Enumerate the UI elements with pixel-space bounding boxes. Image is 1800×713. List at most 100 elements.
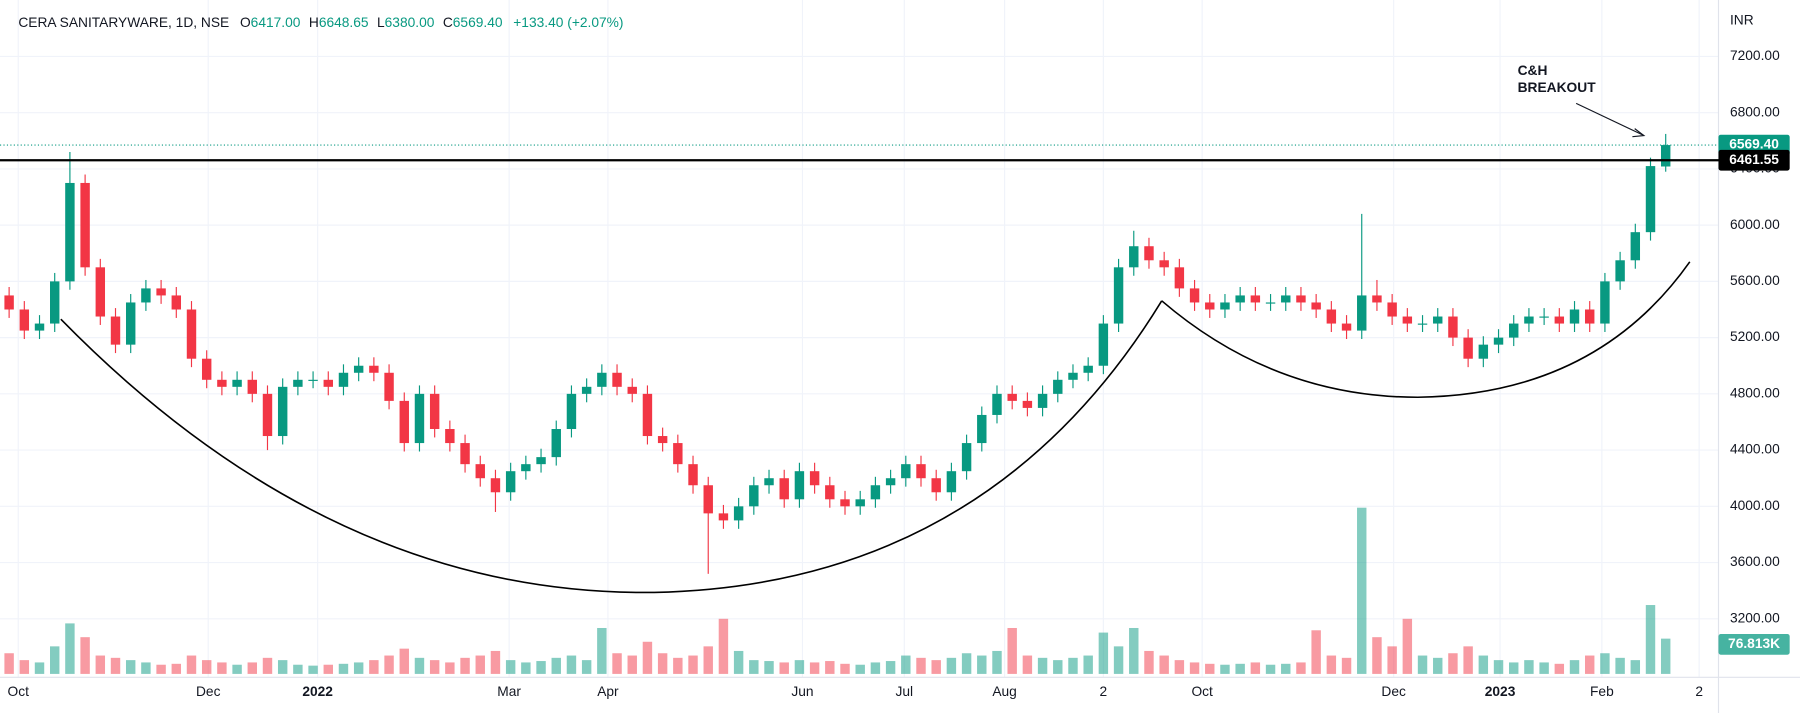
volume-bar <box>232 664 242 674</box>
candle-body <box>961 443 972 472</box>
volume-bar <box>490 650 501 674</box>
x-tick-label: Oct <box>8 684 30 699</box>
annotation-text: BREAKOUT <box>1518 80 1597 95</box>
field-value: 6648.65 <box>319 15 369 30</box>
volume-bar <box>779 662 789 674</box>
volume-bar <box>353 662 364 674</box>
volume-bar <box>19 660 30 674</box>
volume-bar <box>1189 662 1200 674</box>
volume-bar <box>1509 662 1519 674</box>
candle-body <box>733 506 744 521</box>
candle-body <box>65 182 75 282</box>
candle-body <box>1478 344 1489 359</box>
candle-body <box>566 393 577 430</box>
volume-bar <box>125 660 136 674</box>
volume-bar <box>916 657 926 674</box>
volume-label: 76.813K <box>1728 636 1780 651</box>
x-tick-label: Dec <box>196 684 221 699</box>
grid <box>0 0 1719 678</box>
candle-body <box>551 429 561 458</box>
volume-bar <box>1174 660 1185 674</box>
volume-bar <box>1022 655 1033 674</box>
volume-bar <box>870 662 881 674</box>
candle-body <box>1083 365 1093 373</box>
volume-bar <box>794 660 805 674</box>
volume-bar <box>885 661 896 674</box>
volume-pane <box>4 507 1671 674</box>
candle-body <box>1129 246 1139 268</box>
annotation-text: C&H <box>1518 63 1548 78</box>
handle-curve <box>1161 261 1691 399</box>
candle-body <box>1630 232 1641 261</box>
candle-body <box>855 499 865 507</box>
volume-bar <box>657 653 668 674</box>
candle-body <box>916 464 926 479</box>
x-tick-label: Jun <box>791 684 813 699</box>
candle-body <box>1433 316 1443 324</box>
field-value: 6417.00 <box>251 15 301 30</box>
candle-body <box>490 478 501 493</box>
volume-bar <box>1341 657 1352 674</box>
volume-bar <box>749 660 759 674</box>
candle-body <box>34 323 45 331</box>
volume-bar <box>566 655 577 674</box>
currency: INR <box>1730 12 1754 27</box>
candle-body <box>1326 309 1337 324</box>
candle-body <box>794 471 805 500</box>
volume-bar <box>1235 663 1245 674</box>
x-tick-label: Aug <box>992 684 1017 699</box>
x-tick-label: Dec <box>1381 684 1406 699</box>
candle-body <box>95 267 106 317</box>
candle-body <box>885 478 896 486</box>
candle-body <box>809 471 820 486</box>
volume-bar <box>1129 627 1139 674</box>
volume-bar <box>825 661 835 674</box>
candle-body <box>293 379 303 387</box>
volume-bar <box>1585 655 1595 674</box>
candle-body <box>201 358 212 380</box>
candle-body <box>353 365 364 373</box>
candle-body <box>156 288 166 296</box>
candle-body <box>1007 393 1017 401</box>
candle-body <box>414 393 425 444</box>
volume-bar <box>1144 650 1154 674</box>
candle-body <box>1250 295 1261 303</box>
x-tick-label: Apr <box>597 684 619 699</box>
candle-body <box>1311 302 1321 310</box>
candle-body <box>1174 267 1185 289</box>
volume-bar <box>247 662 257 674</box>
candle-body <box>977 414 987 444</box>
candle-body <box>1037 393 1048 408</box>
candle-body <box>657 436 668 444</box>
candle-body <box>141 288 151 303</box>
volume-bar <box>65 623 75 674</box>
candle-body <box>1281 295 1291 303</box>
candle-body <box>429 393 440 430</box>
volume-bar <box>384 655 394 674</box>
volume-bar <box>1554 663 1565 674</box>
candle-body <box>277 386 288 437</box>
volume-label-box <box>1718 634 1790 655</box>
price-label: 6569.40 <box>1729 137 1779 152</box>
field-label: L <box>377 15 385 30</box>
candle-body <box>247 379 257 394</box>
volume-bar <box>1478 655 1489 674</box>
volume-bar <box>1220 664 1230 674</box>
volume-bar <box>1600 653 1610 674</box>
volume-bar <box>1037 657 1048 674</box>
candle-body <box>505 471 516 493</box>
candle-body <box>1022 400 1033 408</box>
volume-bar <box>80 637 90 674</box>
volume-bar <box>429 660 440 674</box>
volume-bar <box>4 653 14 674</box>
volume-bar <box>475 655 485 674</box>
candle-body <box>840 499 850 507</box>
level-label-box <box>1718 149 1790 171</box>
volume-bar <box>1660 638 1671 674</box>
volume-bar <box>1448 653 1458 674</box>
volume-bar <box>1159 655 1169 674</box>
volume-bar <box>1265 664 1276 674</box>
volume-bar <box>460 657 470 674</box>
volume-bar <box>642 641 653 674</box>
y-tick-label: 4000.00 <box>1730 498 1780 513</box>
